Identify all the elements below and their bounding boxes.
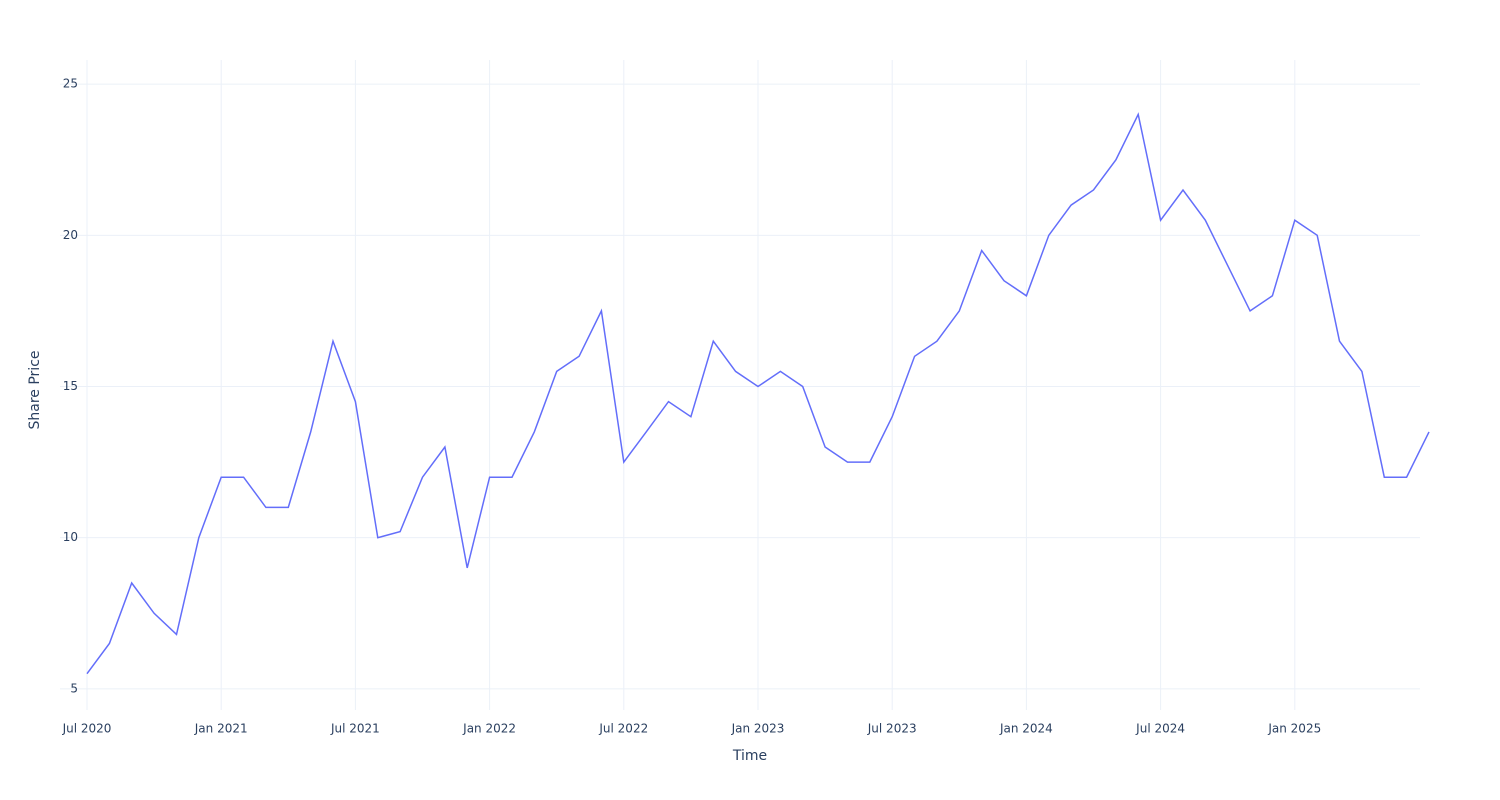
x-tick-label: Jul 2021 xyxy=(330,722,380,736)
x-tick-label: Jul 2024 xyxy=(1135,722,1185,736)
x-tick-label: Jan 2025 xyxy=(1267,722,1321,736)
price-line xyxy=(86,112,1430,675)
y-tick-label: 10 xyxy=(63,530,78,544)
y-tick-label: 15 xyxy=(63,379,78,393)
x-tick-label: Jul 2020 xyxy=(62,722,112,736)
y-axis-title: Share Price xyxy=(27,350,43,429)
x-tick-label: Jul 2023 xyxy=(867,722,917,736)
x-tick-label: Jul 2022 xyxy=(598,722,648,736)
x-axis-title: Time xyxy=(732,748,767,764)
y-tick-label: 5 xyxy=(70,681,78,695)
y-tick-label: 20 xyxy=(63,228,78,242)
x-tick-label: Jan 2021 xyxy=(194,722,248,736)
x-tick-label: Jan 2022 xyxy=(462,722,516,736)
x-tick-label: Jan 2023 xyxy=(731,722,785,736)
x-tick-label: Jan 2024 xyxy=(999,722,1053,736)
y-tick-label: 25 xyxy=(63,77,78,91)
